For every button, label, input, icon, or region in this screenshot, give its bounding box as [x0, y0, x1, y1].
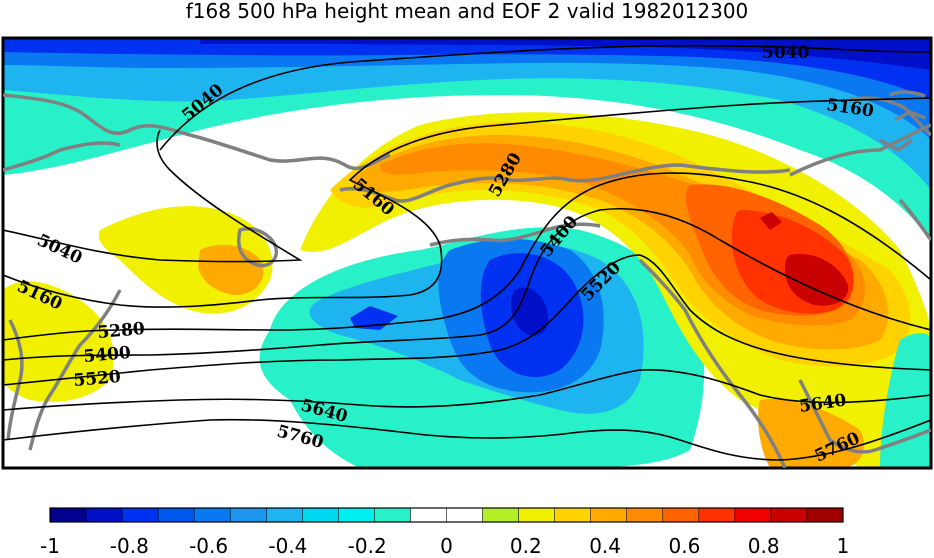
pos-max-darkred	[785, 254, 849, 306]
colorbar-swatch	[446, 508, 484, 522]
colorbar-swatch	[518, 508, 556, 522]
neg-center-navy	[510, 287, 549, 336]
colorbar-tick-labels: -1 -0.8 -0.6 -0.4 -0.2 0 0.2 0.4 0.6 0.8 1	[40, 534, 849, 558]
coast-aleutians	[429, 222, 601, 247]
contour-5400	[3, 207, 931, 361]
contour-5760	[3, 418, 931, 461]
contour-5640	[3, 368, 931, 411]
coast-north-5	[849, 96, 931, 137]
colorbar-tick-label: -1	[40, 534, 60, 558]
coast-north-3	[339, 163, 791, 203]
colorbar-tick-label: -0.2	[348, 534, 387, 558]
colorbar-swatch	[374, 508, 411, 522]
neg-band-lightblue	[3, 38, 931, 190]
colorbar-swatch	[338, 508, 375, 522]
contour-5160	[3, 97, 931, 308]
colorbar-swatch	[626, 508, 664, 522]
coastlines	[3, 90, 931, 468]
colorbar-swatch	[662, 508, 700, 522]
colorbar-tick-label: 0.6	[668, 534, 700, 558]
colorbar-tick-label: 1	[837, 534, 850, 558]
pos-small-darkred	[760, 212, 782, 230]
coast-na-west	[638, 258, 787, 468]
colorbar-swatch	[590, 508, 628, 522]
colorbar-tick-label: -0.4	[268, 534, 307, 558]
coast-na-east	[898, 198, 931, 242]
colorbar-tick-label: 0.8	[748, 534, 780, 558]
colorbar	[49, 507, 844, 523]
label-5520-left: 5520	[73, 367, 122, 391]
colorbar-swatch	[194, 508, 231, 522]
coast-north-1	[3, 93, 391, 171]
neg-band-darkblue	[3, 38, 931, 100]
map-border	[1, 36, 933, 470]
colorbar-swatch	[122, 508, 159, 522]
colorbar-swatch	[554, 508, 592, 522]
colorbar-swatch	[158, 508, 195, 522]
pos-left-yellow	[3, 281, 114, 402]
coast-asia-east	[28, 289, 122, 451]
label-5040-top: 5040	[762, 43, 809, 63]
contour-5520	[3, 254, 931, 386]
colorbar-swatch	[86, 508, 123, 522]
colorbar-tick-label: 0.4	[589, 534, 621, 558]
coast-north-4	[789, 123, 931, 177]
contour-5040-top	[159, 44, 931, 151]
colorbar-swatch	[302, 508, 339, 522]
colorbar-tick-label: -0.6	[189, 534, 228, 558]
colorbar-tick-label: -0.8	[110, 534, 149, 558]
contour-5040-left	[3, 129, 303, 263]
eof-shading	[3, 38, 931, 468]
contour-5280	[3, 172, 931, 341]
colorbar-tick-label: 0.2	[510, 534, 542, 558]
neg-band-blue	[3, 38, 931, 140]
colorbar-swatch	[734, 508, 772, 522]
colorbar-swatch	[698, 508, 736, 522]
map-title: f168 500 hPa height mean and EOF 2 valid…	[185, 0, 749, 23]
height-contours	[3, 44, 931, 461]
colorbar-swatch	[410, 508, 447, 522]
colorbar-swatch	[230, 508, 267, 522]
label-5280-left: 5280	[97, 319, 146, 343]
coast-north-2	[3, 141, 121, 172]
colorbar-swatch	[770, 508, 808, 522]
label-5400-left: 5400	[83, 343, 132, 367]
coast-na-south	[798, 379, 931, 454]
colorbar-tick-label: 0	[440, 534, 453, 558]
coast-arctic-islands	[879, 90, 926, 152]
colorbar-swatch	[806, 508, 844, 522]
colorbar-swatch	[266, 508, 303, 522]
colorbar-swatch	[50, 508, 87, 522]
colorbar-swatch	[482, 508, 520, 522]
